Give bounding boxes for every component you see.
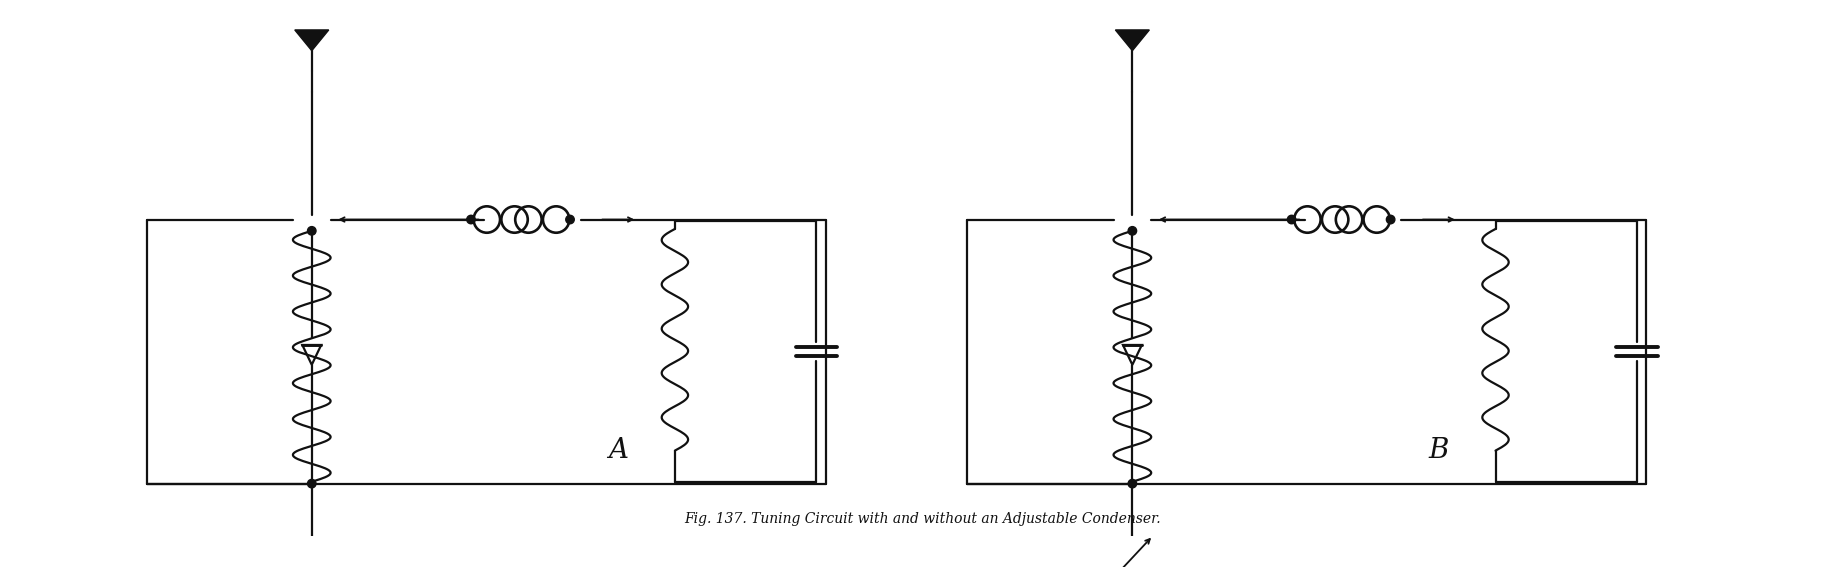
Circle shape <box>1288 215 1295 224</box>
Text: B: B <box>1428 437 1448 464</box>
Circle shape <box>308 227 315 235</box>
Circle shape <box>566 215 574 224</box>
Text: A: A <box>609 437 629 464</box>
Circle shape <box>1127 479 1137 488</box>
Polygon shape <box>1116 30 1149 50</box>
Circle shape <box>1386 215 1395 224</box>
Polygon shape <box>295 30 328 50</box>
Circle shape <box>467 215 476 224</box>
Circle shape <box>1127 227 1137 235</box>
Text: Fig. 137. Tuning Circuit with and without an Adjustable Condenser.: Fig. 137. Tuning Circuit with and withou… <box>684 511 1161 526</box>
Circle shape <box>308 479 315 488</box>
